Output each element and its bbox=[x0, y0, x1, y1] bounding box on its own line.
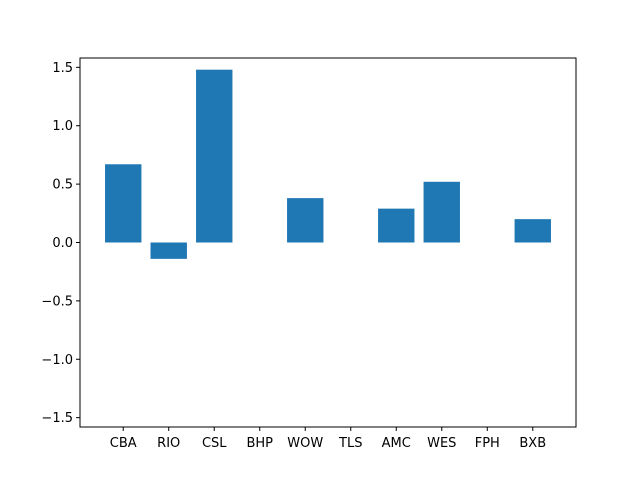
x-tick-label-csl: CSL bbox=[202, 436, 227, 451]
bars-group bbox=[105, 69, 551, 259]
bar-wow bbox=[287, 198, 324, 243]
y-tick-label: 0.0 bbox=[52, 236, 73, 251]
y-tick-label: 1.5 bbox=[52, 61, 73, 76]
y-tick-label: 1.0 bbox=[52, 119, 73, 134]
bar-wes bbox=[423, 181, 460, 243]
bar-csl bbox=[196, 69, 233, 243]
y-axis: −1.5 −1.0 −0.5 0.0 0.5 1.0 1.5 bbox=[41, 61, 80, 426]
x-tick-label-wes: WES bbox=[427, 436, 456, 451]
y-tick-label: −1.0 bbox=[41, 353, 73, 368]
plot-frame bbox=[79, 57, 577, 428]
x-tick-label-bhp: BHP bbox=[246, 436, 273, 451]
x-tick-label-cba: CBA bbox=[110, 436, 137, 451]
y-tick-label: −0.5 bbox=[41, 294, 73, 309]
x-tick-label-wow: WOW bbox=[287, 436, 323, 451]
x-tick-label-tls: TLS bbox=[338, 436, 362, 451]
bar-amc bbox=[378, 208, 415, 243]
bar-cba bbox=[105, 164, 142, 243]
bar-bxb bbox=[514, 219, 551, 243]
x-tick-label-amc: AMC bbox=[382, 436, 411, 451]
x-tick-label-bxb: BXB bbox=[519, 436, 546, 451]
bar-rio bbox=[150, 242, 187, 259]
y-tick-label: −1.5 bbox=[41, 411, 73, 426]
y-tick-label: 0.5 bbox=[52, 178, 73, 193]
x-tick-label-rio: RIO bbox=[157, 436, 180, 451]
x-axis: CBA RIO CSL BHP WOW TLS AMC WES FPH BXB bbox=[110, 427, 546, 451]
x-tick-label-fph: FPH bbox=[475, 436, 500, 451]
